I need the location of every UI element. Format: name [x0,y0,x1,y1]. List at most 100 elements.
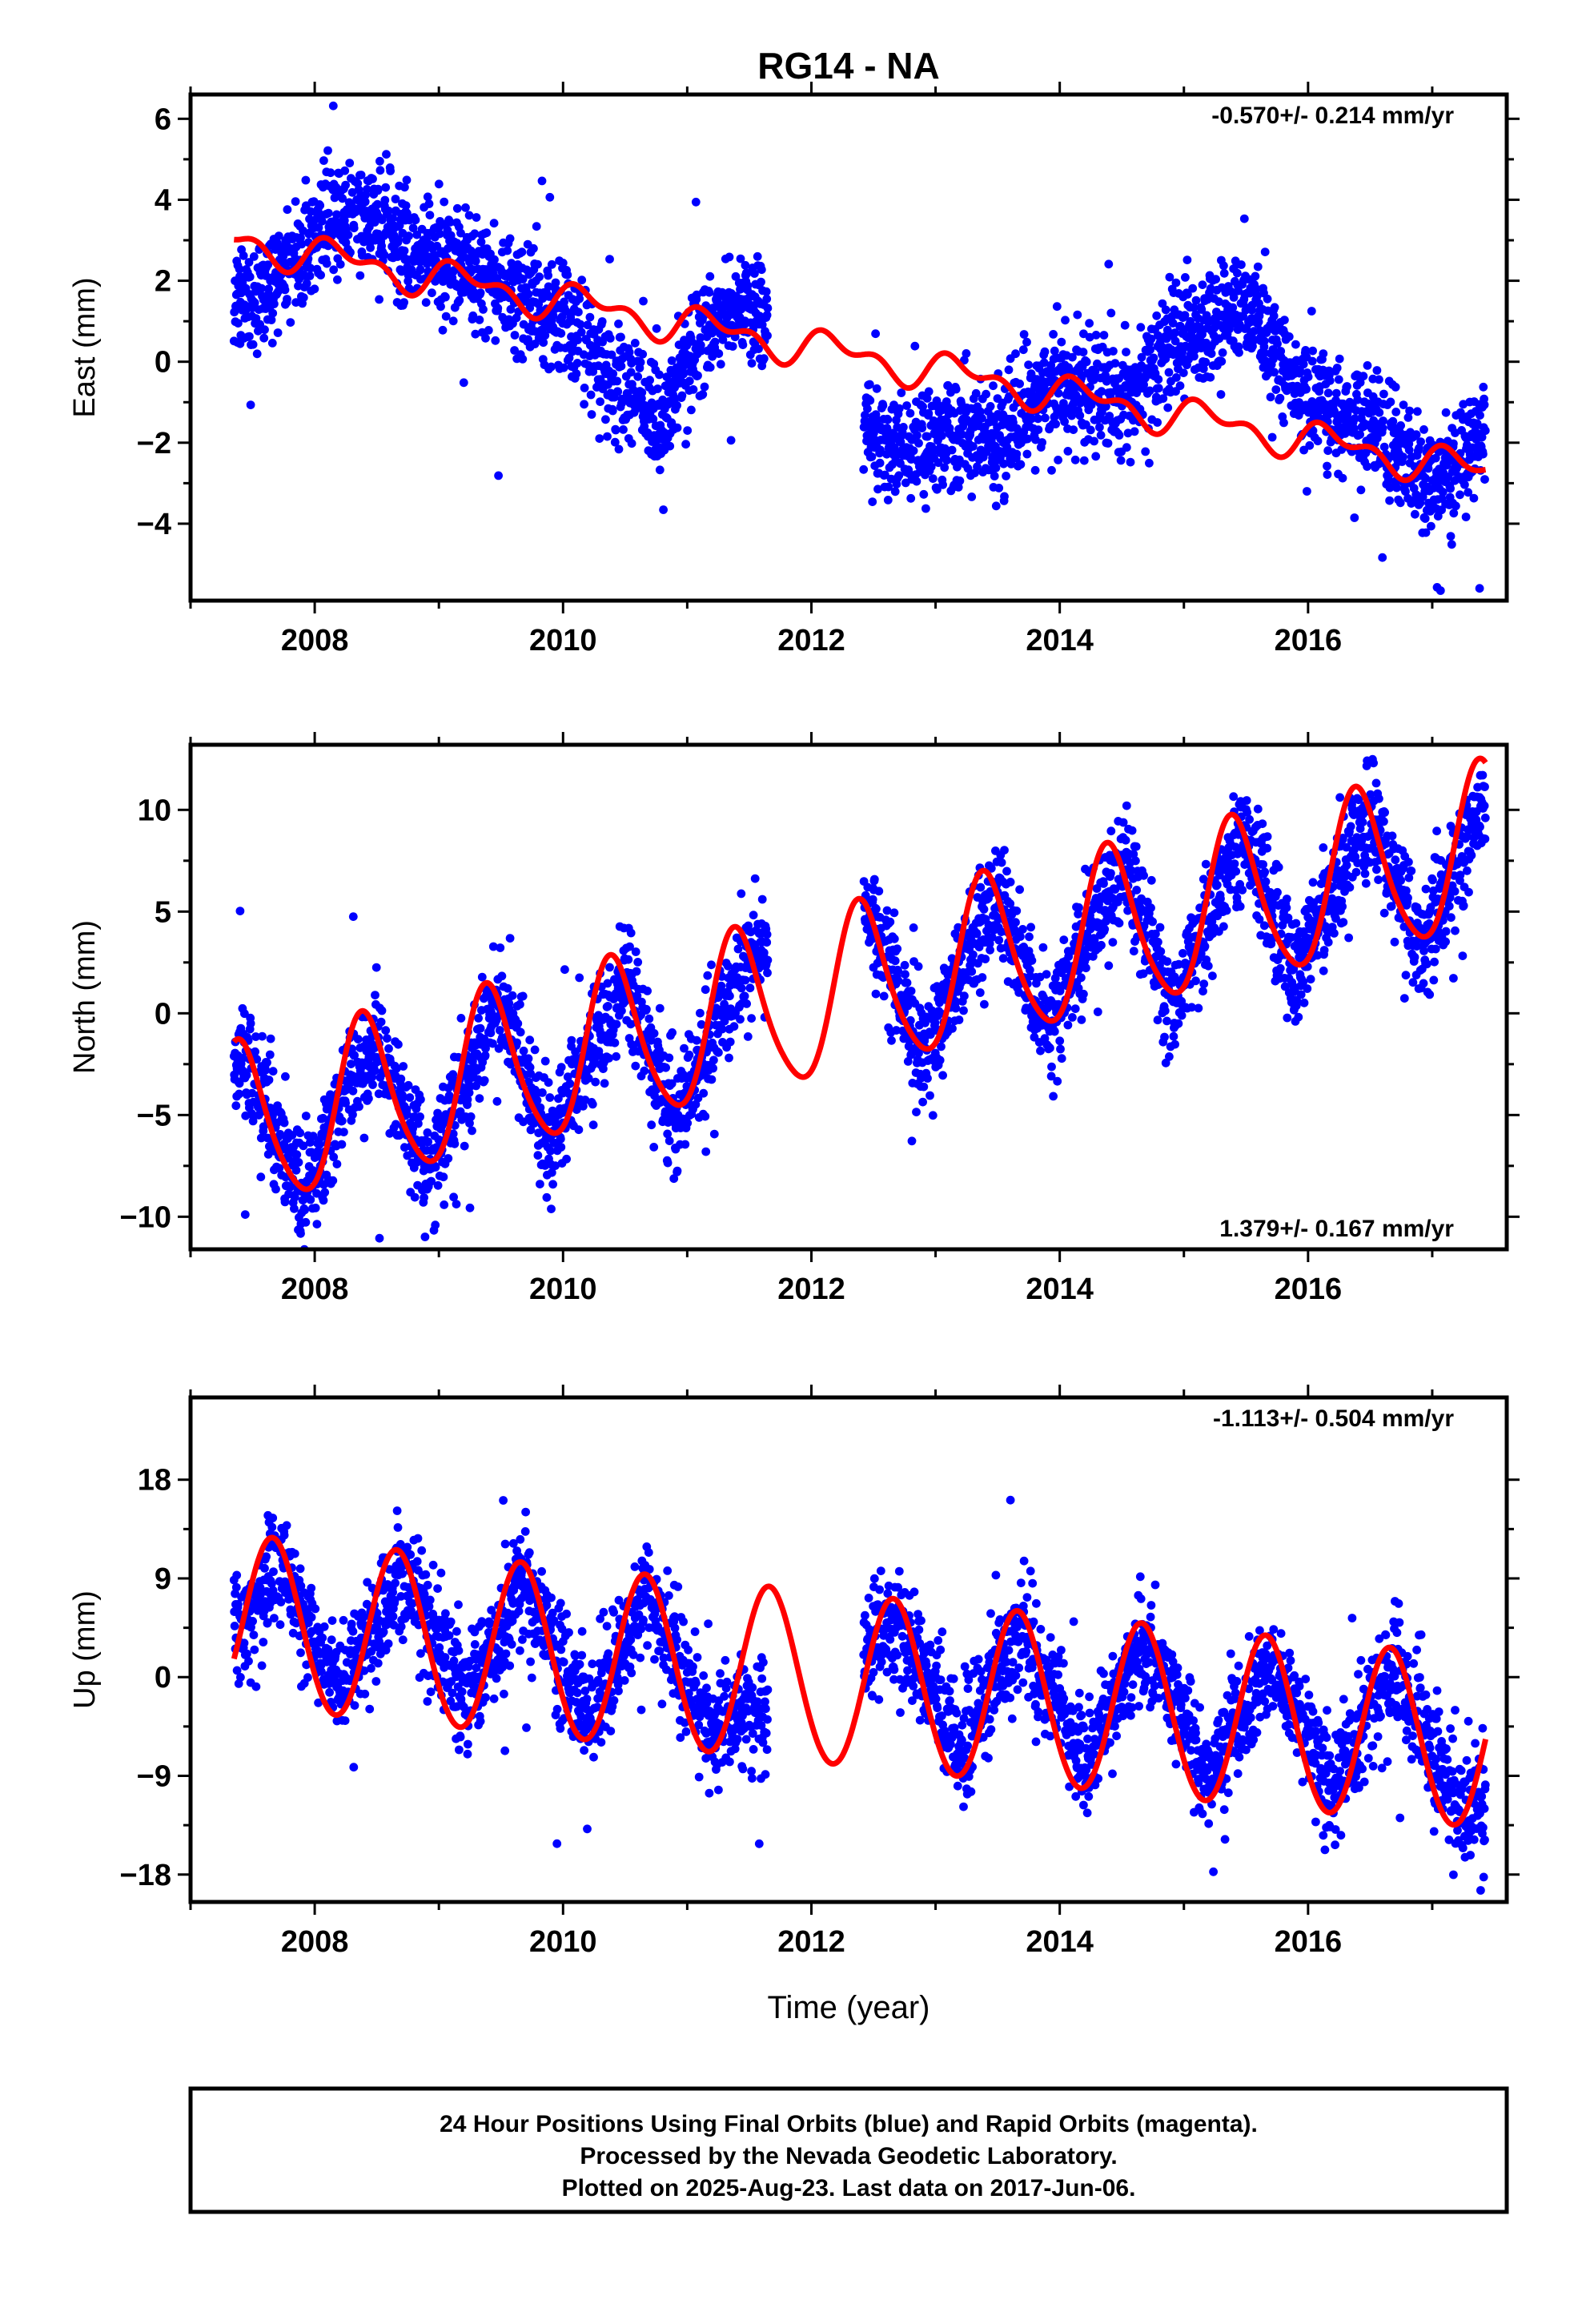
east-data-point [470,229,480,239]
east-data-point [1270,303,1279,312]
east-data-point [1446,484,1455,493]
east-data-point [1059,399,1068,408]
north-data-point [371,991,379,999]
north-data-point [497,971,507,981]
east-data-point [1234,286,1243,296]
north-data-point [868,895,877,904]
north-data-point [384,1044,393,1053]
east-data-point [1027,414,1036,424]
east-data-point [1270,368,1279,377]
east-data-point [1069,425,1078,434]
east-data-point [1215,297,1223,307]
east-data-point [296,233,305,243]
north-data-point [1025,932,1034,942]
east-data-point [476,237,486,247]
east-data-point [360,197,370,207]
east-data-point [1005,392,1014,401]
north-data-point [280,1197,290,1207]
east-data-point [1405,406,1414,416]
east-data-point [1203,295,1212,304]
north-data-point [959,1006,968,1015]
east-data-point [1171,373,1181,382]
north-data-point [265,1050,275,1059]
north-data-point [918,1097,927,1107]
east-data-point [362,185,371,194]
north-data-point [266,1034,275,1043]
east-data-point [894,404,904,413]
east-data-point [1476,411,1484,420]
east-data-point [333,275,342,284]
north-data-point [909,923,918,932]
north-data-point [912,1108,921,1116]
north-data-point [763,955,773,965]
north-data-point [612,1019,621,1029]
east-model-curve [232,235,1488,484]
north-data-point [291,1165,301,1175]
east-data-point [1323,446,1333,456]
east-data-point [1047,465,1056,475]
north-data-point [574,1125,584,1135]
east-data-point [1091,452,1101,461]
north-data-point [1036,1046,1045,1055]
east-data-point [1206,372,1215,382]
east-data-point [400,183,409,192]
east-data-point [1399,400,1408,409]
east-data-point [323,146,332,155]
north-data-point [913,962,923,971]
east-data-point [1301,346,1311,355]
north-data-point [1046,1043,1054,1053]
east-data-point [687,405,696,415]
east-data-point [1416,437,1425,446]
east-data-point [338,194,347,203]
north-data-point [633,958,643,967]
north-data-point [271,1184,280,1194]
north-data-point [251,1047,259,1056]
north-data-point [661,1063,670,1072]
east-data-point [1120,320,1130,330]
east-data-point [741,260,750,270]
east-data-point [441,312,451,321]
north-data-point [631,947,640,956]
north-data-point [567,1035,576,1045]
east-data-point [510,346,519,355]
east-data-point [1086,425,1095,435]
north-data-point [508,991,517,1000]
north-data-point [1038,943,1048,952]
east-data-point [544,271,552,280]
north-data-point [516,999,524,1009]
north-points [229,754,1490,1249]
north-data-point [975,988,985,997]
north-data-point [725,1053,733,1063]
east-data-point [750,269,759,278]
north-data-point [655,1003,665,1013]
east-data-point [1275,393,1285,403]
north-data-point [538,1088,547,1097]
north-data-point [900,960,909,970]
east-data-point [627,439,636,448]
east-data-point [249,252,259,261]
east-data-point [616,361,626,371]
north-data-point [887,1035,896,1045]
east-data-point [1308,426,1318,436]
east-data-point [1233,268,1242,278]
east-data-point [436,302,445,312]
east-data-point [990,472,999,480]
north-data-point [319,1113,327,1123]
east-data-point [967,493,977,501]
east-data-point [335,259,345,269]
north-data-point [513,1019,523,1028]
east-data-point [1323,388,1333,398]
east-data-point [1219,261,1228,271]
east-data-point [472,213,481,222]
north-data-point [701,1147,711,1156]
north-data-point [750,874,760,883]
east-data-point [612,376,622,386]
east-data-point [697,346,706,356]
east-data-point [1479,382,1488,392]
east-data-point [1152,311,1162,320]
east-data-point [863,404,872,413]
north-data-point [733,944,743,954]
north-data-point [235,1079,244,1088]
east-data-point [1421,528,1431,537]
east-data-point [1202,311,1211,320]
